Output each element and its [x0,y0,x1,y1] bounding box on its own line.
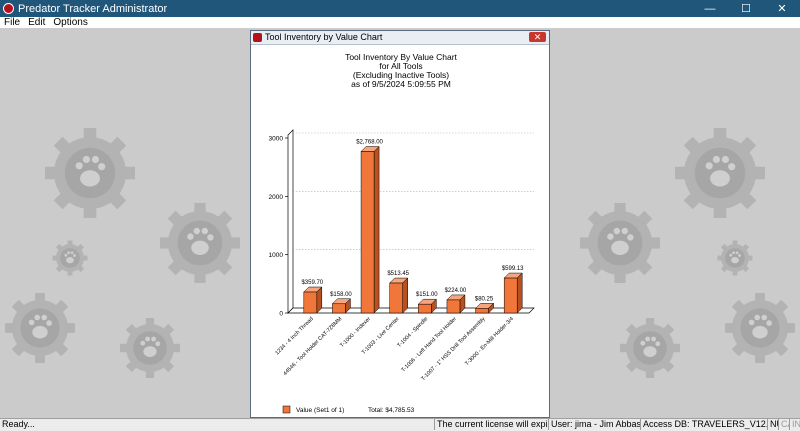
y-tick-label: 0 [279,311,283,318]
bar [503,277,518,314]
data-label: $151.00 [416,292,438,298]
dialog-titlebar: Tool Inventory by Value Chart ✕ [251,31,549,45]
window-controls: — ☐ ✕ [692,0,800,17]
status-num: NUM [767,419,778,430]
menu-options[interactable]: Options [53,17,88,28]
y-tick-label: 2000 [269,194,284,201]
app-title: Predator Tracker Administrator [18,2,168,15]
bar [418,303,432,314]
data-label: $224.00 [445,288,467,294]
x-tick-label: T-3000 - En-Mill Holder-3/4 [464,316,515,367]
data-label: $80.25 [475,296,494,302]
bar [475,308,489,314]
menu-bar: File Edit Options [0,17,800,28]
dialog-title: Tool Inventory by Value Chart [265,32,383,42]
legend-total: Total: $4,785.53 [368,407,415,414]
close-button[interactable]: ✕ [777,3,787,15]
dialog-close-button[interactable]: ✕ [529,32,546,42]
chart-title-line-4: as of 9/5/2024 5:09:55 PM [351,79,451,89]
status-ins: INS [789,419,800,430]
bar [389,282,403,314]
app-logo-icon [3,3,14,14]
chart-floor [287,307,535,314]
status-ready: Ready... [2,419,35,429]
chart-title-line-2: for All Tools [379,61,423,71]
x-tick-label: T-1004 - Spindle [396,316,429,349]
bar [446,299,461,314]
bar-side [516,272,523,314]
bar-side [402,277,408,314]
app-logo-icon [253,33,262,42]
data-label: $513.45 [387,271,409,277]
menu-file[interactable]: File [4,17,21,28]
chart-side-wall [287,129,294,314]
status-license: The current license will expire in 481 d… [434,419,548,430]
bar-side [316,286,323,314]
data-label: $2,768.00 [356,140,383,146]
y-tick-label: 3000 [269,136,284,143]
x-tick-label: 44546 - Tool Holder CAT-7Z8MM [282,316,343,377]
data-label: $359.70 [301,280,323,286]
maximize-button[interactable]: ☐ [741,3,751,15]
legend-swatch [282,405,291,414]
chart-title-line-1: Tool Inventory By Value Chart [345,52,457,62]
minimize-button[interactable]: — [704,2,716,15]
y-tick-label: 1000 [269,252,284,259]
data-label: $158.00 [330,292,352,298]
status-caps: CAPS [778,419,789,430]
chart-title-line-3: (Excluding Inactive Tools) [352,70,450,80]
bar-side [373,145,380,314]
app-titlebar: Predator Tracker Administrator — ☐ ✕ [0,0,800,17]
status-access-db: Access DB: TRAVELERS_V12.MDB [640,419,767,430]
menu-edit[interactable]: Edit [28,17,46,28]
legend-label: Value (Set1 of 1) [296,407,344,414]
status-user: User: jima - Jim Abbassian [548,419,640,430]
x-tick-label: T-1006 - Left Hand Tool Holder [400,316,457,373]
data-label: $599.13 [502,266,524,272]
bar [332,303,346,314]
bar [360,151,375,314]
status-bar: Ready... The current license will expire… [0,418,800,431]
bar [303,291,318,314]
chart-dialog: Tool Inventory by Value Chart ✕ Tool Inv… [250,30,550,418]
